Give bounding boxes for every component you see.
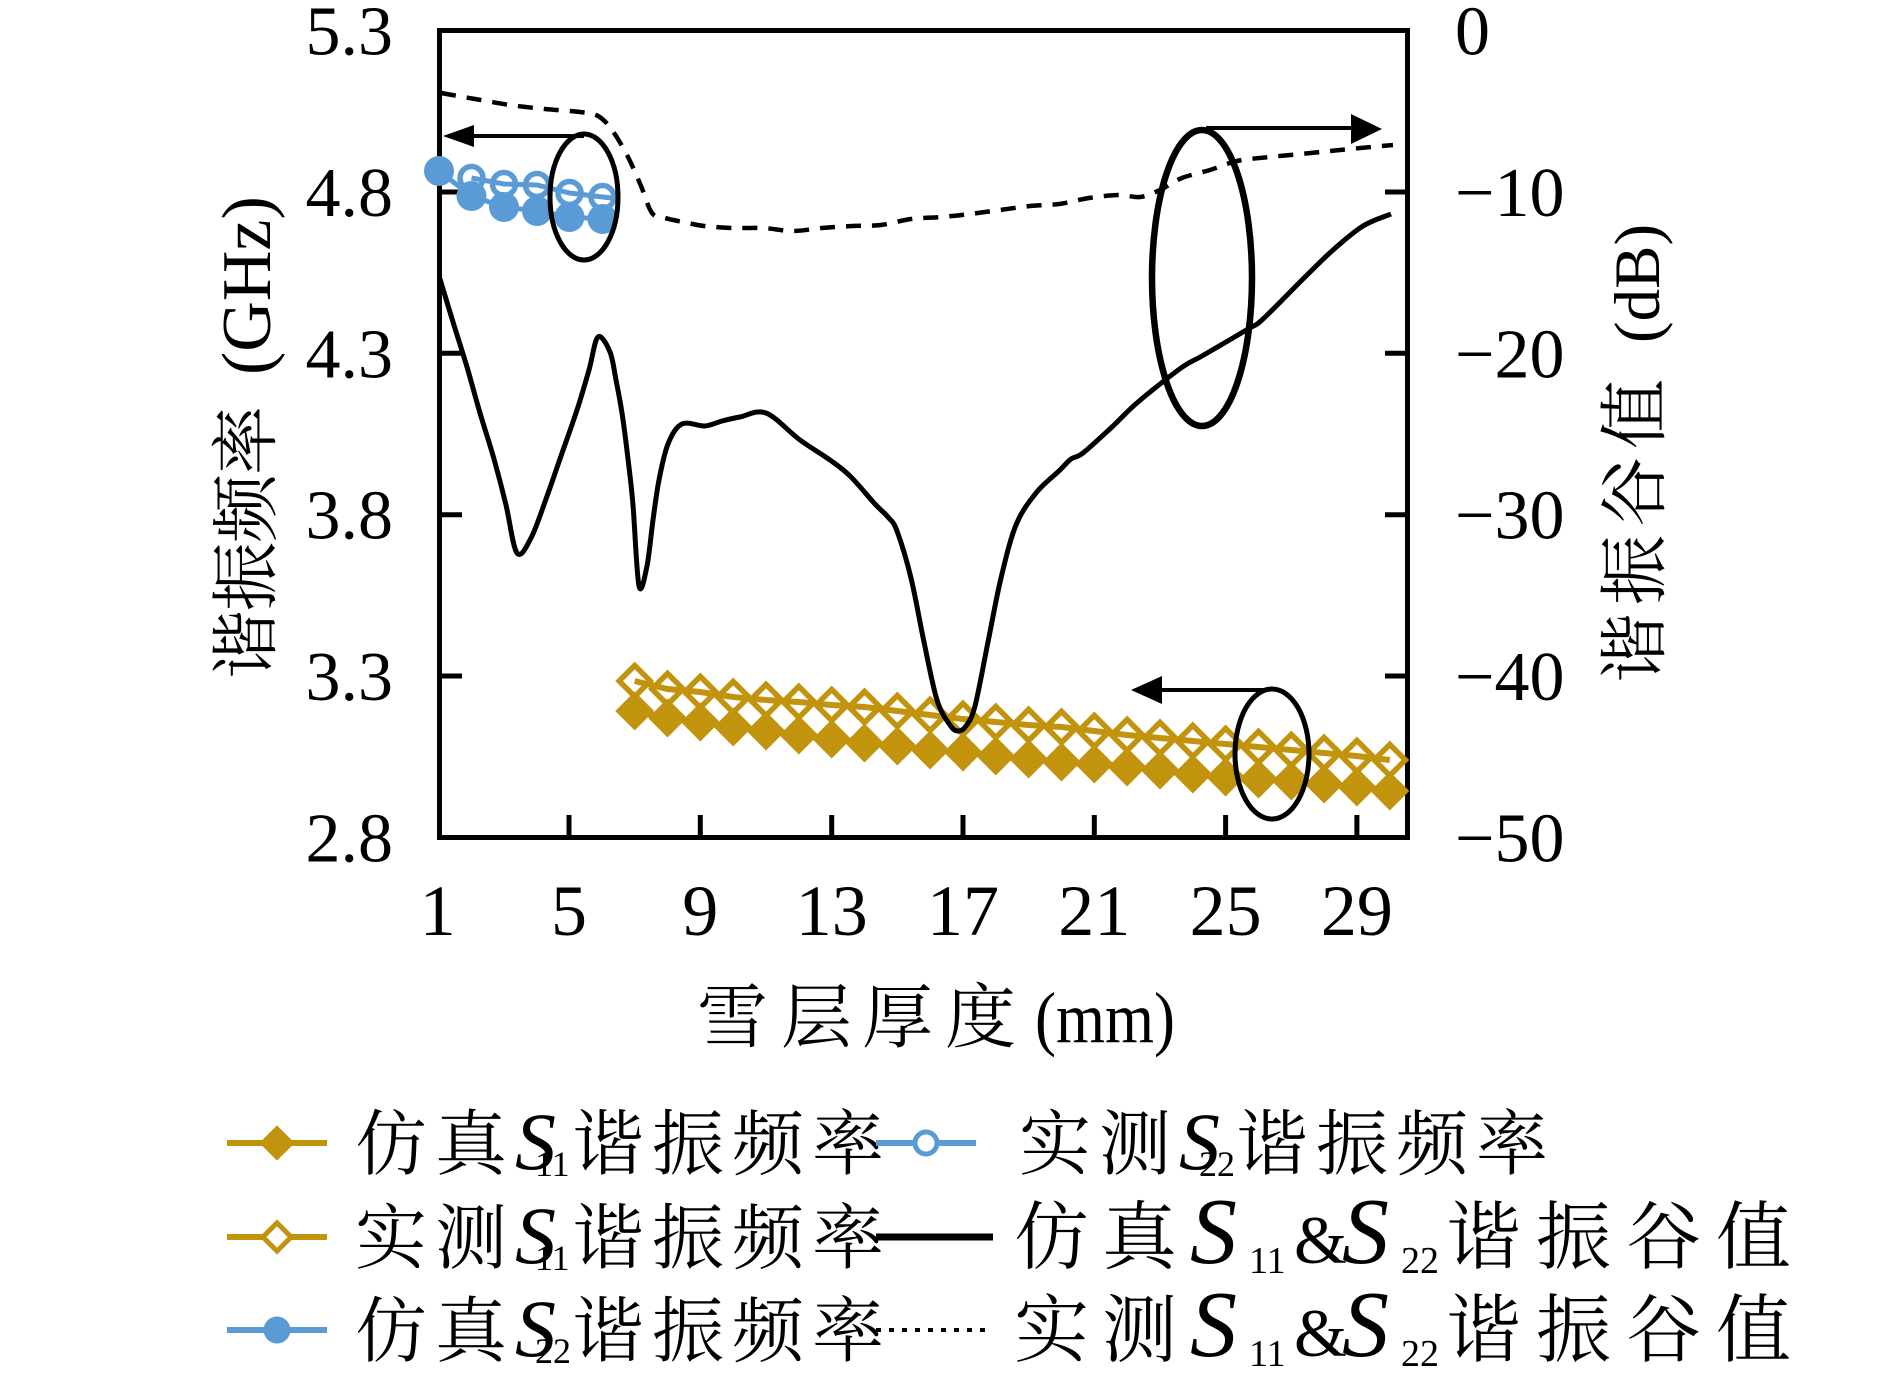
svg-text:22: 22 — [1401, 1240, 1439, 1282]
svg-text:S: S — [1179, 1096, 1220, 1187]
svg-text:0: 0 — [1455, 0, 1490, 71]
svg-text:17: 17 — [927, 871, 999, 951]
svg-text:&: & — [1294, 1202, 1347, 1278]
svg-text:3.8: 3.8 — [306, 478, 394, 555]
svg-text:25: 25 — [1190, 871, 1262, 951]
svg-text:(mm): (mm) — [1035, 978, 1175, 1058]
svg-text:11: 11 — [535, 1144, 570, 1184]
svg-text:29: 29 — [1321, 871, 1393, 951]
svg-text:(GHz): (GHz) — [209, 196, 286, 375]
svg-text:22: 22 — [535, 1331, 571, 1371]
svg-text:3.3: 3.3 — [306, 639, 394, 716]
svg-text:S: S — [1342, 1180, 1389, 1284]
svg-text:&: & — [1294, 1295, 1347, 1371]
svg-text:22: 22 — [1401, 1333, 1439, 1375]
svg-text:S: S — [1190, 1273, 1237, 1375]
svg-text:S: S — [515, 1283, 556, 1374]
svg-text:S: S — [1342, 1273, 1389, 1375]
svg-text:11: 11 — [535, 1238, 570, 1278]
svg-text:5.3: 5.3 — [306, 0, 394, 71]
svg-text:13: 13 — [796, 871, 868, 951]
svg-text:11: 11 — [1249, 1240, 1286, 1282]
svg-text:−10: −10 — [1455, 155, 1564, 232]
svg-text:11: 11 — [1249, 1333, 1286, 1375]
svg-text:(dB): (dB) — [1602, 224, 1674, 343]
svg-text:−40: −40 — [1455, 639, 1564, 716]
svg-text:5: 5 — [551, 871, 587, 951]
svg-text:4.8: 4.8 — [306, 155, 394, 232]
svg-text:−20: −20 — [1455, 316, 1564, 393]
svg-text:1: 1 — [420, 871, 456, 951]
svg-text:−50: −50 — [1455, 801, 1564, 878]
svg-text:2.8: 2.8 — [306, 801, 394, 878]
svg-text:21: 21 — [1058, 871, 1130, 951]
svg-text:S: S — [515, 1190, 556, 1281]
svg-text:9: 9 — [682, 871, 718, 951]
svg-text:22: 22 — [1199, 1144, 1235, 1184]
svg-text:S: S — [1190, 1180, 1237, 1284]
svg-text:−30: −30 — [1455, 478, 1564, 555]
svg-text:S: S — [515, 1096, 556, 1187]
svg-text:4.3: 4.3 — [306, 316, 394, 393]
